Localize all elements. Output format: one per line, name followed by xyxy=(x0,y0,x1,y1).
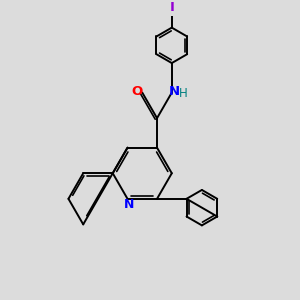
Text: N: N xyxy=(169,85,180,98)
Text: H: H xyxy=(179,87,188,100)
Text: O: O xyxy=(132,85,143,98)
Text: I: I xyxy=(169,1,174,14)
Text: N: N xyxy=(124,199,134,212)
